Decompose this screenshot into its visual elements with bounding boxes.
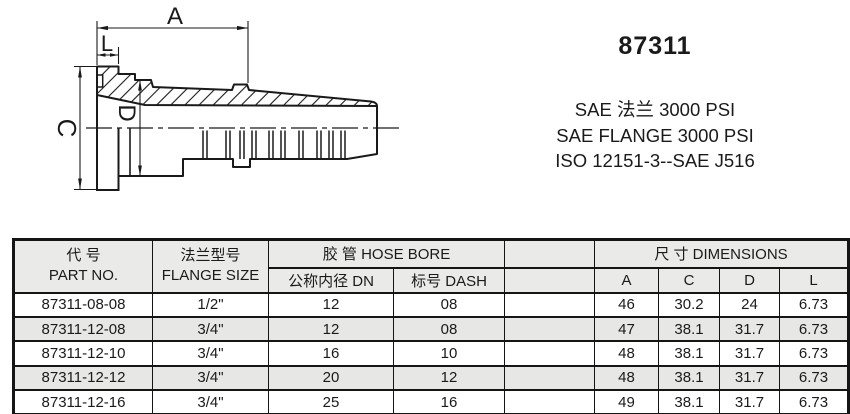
header-col-c: C: [658, 266, 720, 294]
header-col-d: D: [719, 266, 780, 294]
cell-d: 31.7: [719, 364, 780, 392]
cell-dn: 25: [268, 389, 394, 414]
cell-dash: 08: [393, 291, 505, 318]
technical-drawing: A L C D: [52, 3, 400, 191]
dim-label-c: C: [52, 119, 82, 138]
header-flange-size-en: FLANGE SIZE: [161, 267, 260, 285]
dim-label-l: L: [101, 31, 113, 56]
dimension-c: [74, 65, 96, 191]
table-row: 87311-12-10 3/4" 16 10 48 38.1 31.7 6.73: [13, 340, 850, 367]
cell-flange-size: 1/2": [152, 291, 269, 318]
table-row: 87311-08-08 1/2" 12 08 46 30.2 24 6.73: [13, 291, 850, 318]
cell-part-no: 87311-12-16: [13, 389, 153, 414]
arrowhead: [78, 178, 82, 190]
arrowhead: [138, 165, 142, 176]
dimension-a: [96, 21, 249, 83]
spec-table: 代 号 PART NO. 法兰型号 FLANGE SIZE 胶 管 HOSE B…: [12, 238, 850, 414]
arrowhead: [110, 53, 119, 57]
cell-a: 46: [594, 291, 659, 318]
cell-spare: [504, 364, 595, 392]
arrowhead: [97, 53, 106, 57]
cell-part-no: 87311-12-10: [13, 340, 153, 367]
table-row: 87311-12-12 3/4" 20 12 48 38.1 31.7 6.73: [13, 364, 850, 392]
cell-flange-size: 3/4": [152, 389, 269, 414]
header-dimensions: 尺 寸 DIMENSIONS: [593, 238, 850, 269]
arrowhead: [78, 66, 82, 78]
barb-ribs: [202, 130, 346, 159]
section-hatched-body: [96, 65, 378, 107]
cell-l: 6.73: [778, 364, 850, 392]
cell-c: 38.1: [658, 315, 720, 343]
cell-l: 6.73: [778, 291, 850, 318]
cell-spare: [504, 291, 595, 318]
cell-dn: 12: [268, 291, 394, 318]
cell-l: 6.73: [778, 389, 850, 414]
part-number-title: 87311: [618, 32, 692, 60]
shank-lower-profile: [118, 106, 378, 177]
header-part-no-en: PART NO.: [48, 267, 119, 285]
cell-c: 30.2: [658, 291, 720, 318]
cell-spare: [504, 340, 595, 367]
cell-d: 31.7: [719, 389, 780, 414]
header-col-l: L: [778, 266, 850, 294]
header-hose-bore: 胶 管 HOSE BORE: [268, 238, 505, 269]
table-row: 87311-12-08 3/4" 12 08 47 38.1 31.7 6.73: [13, 315, 850, 343]
header-part-no-cn: 代 号: [66, 247, 101, 265]
header-part-no: 代 号 PART NO.: [13, 238, 153, 294]
cell-d: 31.7: [719, 315, 780, 343]
cell-dash: 08: [393, 315, 505, 343]
cell-d: 31.7: [719, 340, 780, 367]
subtitle-iso: ISO 12151-3--SAE J516: [555, 150, 755, 171]
cell-c: 38.1: [658, 364, 720, 392]
table-row: 87311-12-16 3/4" 25 16 49 38.1 31.7 6.73: [13, 389, 850, 414]
cell-part-no: 87311-12-08: [13, 315, 153, 343]
cell-a: 48: [594, 364, 659, 392]
subtitle-cn: SAE 法兰 3000 PSI: [574, 99, 736, 120]
cell-d: 24: [719, 291, 780, 318]
arrowhead: [138, 80, 142, 91]
cell-c: 38.1: [658, 389, 720, 414]
cell-dn: 20: [268, 364, 394, 392]
cell-spare: [504, 315, 595, 343]
cell-spare: [504, 389, 595, 414]
cell-flange-size: 3/4": [152, 315, 269, 343]
arrowhead: [97, 25, 108, 31]
cell-a: 47: [594, 315, 659, 343]
header-col-a: A: [594, 266, 659, 294]
dim-label-d: D: [113, 104, 140, 121]
cell-a: 48: [594, 340, 659, 367]
header-flange-size: 法兰型号 FLANGE SIZE: [152, 238, 269, 294]
cell-dn: 12: [268, 315, 394, 343]
cell-flange-size: 3/4": [152, 364, 269, 392]
arrowhead: [237, 25, 248, 31]
cell-dash: 16: [393, 389, 505, 414]
cell-flange-size: 3/4": [152, 340, 269, 367]
cell-l: 6.73: [778, 340, 850, 367]
cell-part-no: 87311-12-12: [13, 364, 153, 392]
cell-dash: 10: [393, 340, 505, 367]
title-block: 87311 SAE 法兰 3000 PSI SAE FLANGE 3000 PS…: [455, 32, 850, 174]
header-dash: 标号 DASH: [393, 266, 505, 294]
cell-c: 38.1: [658, 340, 720, 367]
header-dn: 公称内径 DN: [268, 266, 394, 294]
header-flange-size-cn: 法兰型号: [180, 247, 241, 265]
cell-a: 49: [594, 389, 659, 414]
cell-part-no: 87311-08-08: [13, 291, 153, 318]
cell-l: 6.73: [778, 315, 850, 343]
subtitle-lines: SAE 法兰 3000 PSI SAE FLANGE 3000 PSI ISO …: [455, 97, 850, 174]
cell-dash: 12: [393, 364, 505, 392]
subtitle-en: SAE FLANGE 3000 PSI: [556, 124, 754, 146]
header-spare-bottom: [504, 266, 595, 294]
dim-label-a: A: [167, 3, 183, 30]
header-spare-top: [504, 238, 595, 269]
cell-dn: 16: [268, 340, 394, 367]
